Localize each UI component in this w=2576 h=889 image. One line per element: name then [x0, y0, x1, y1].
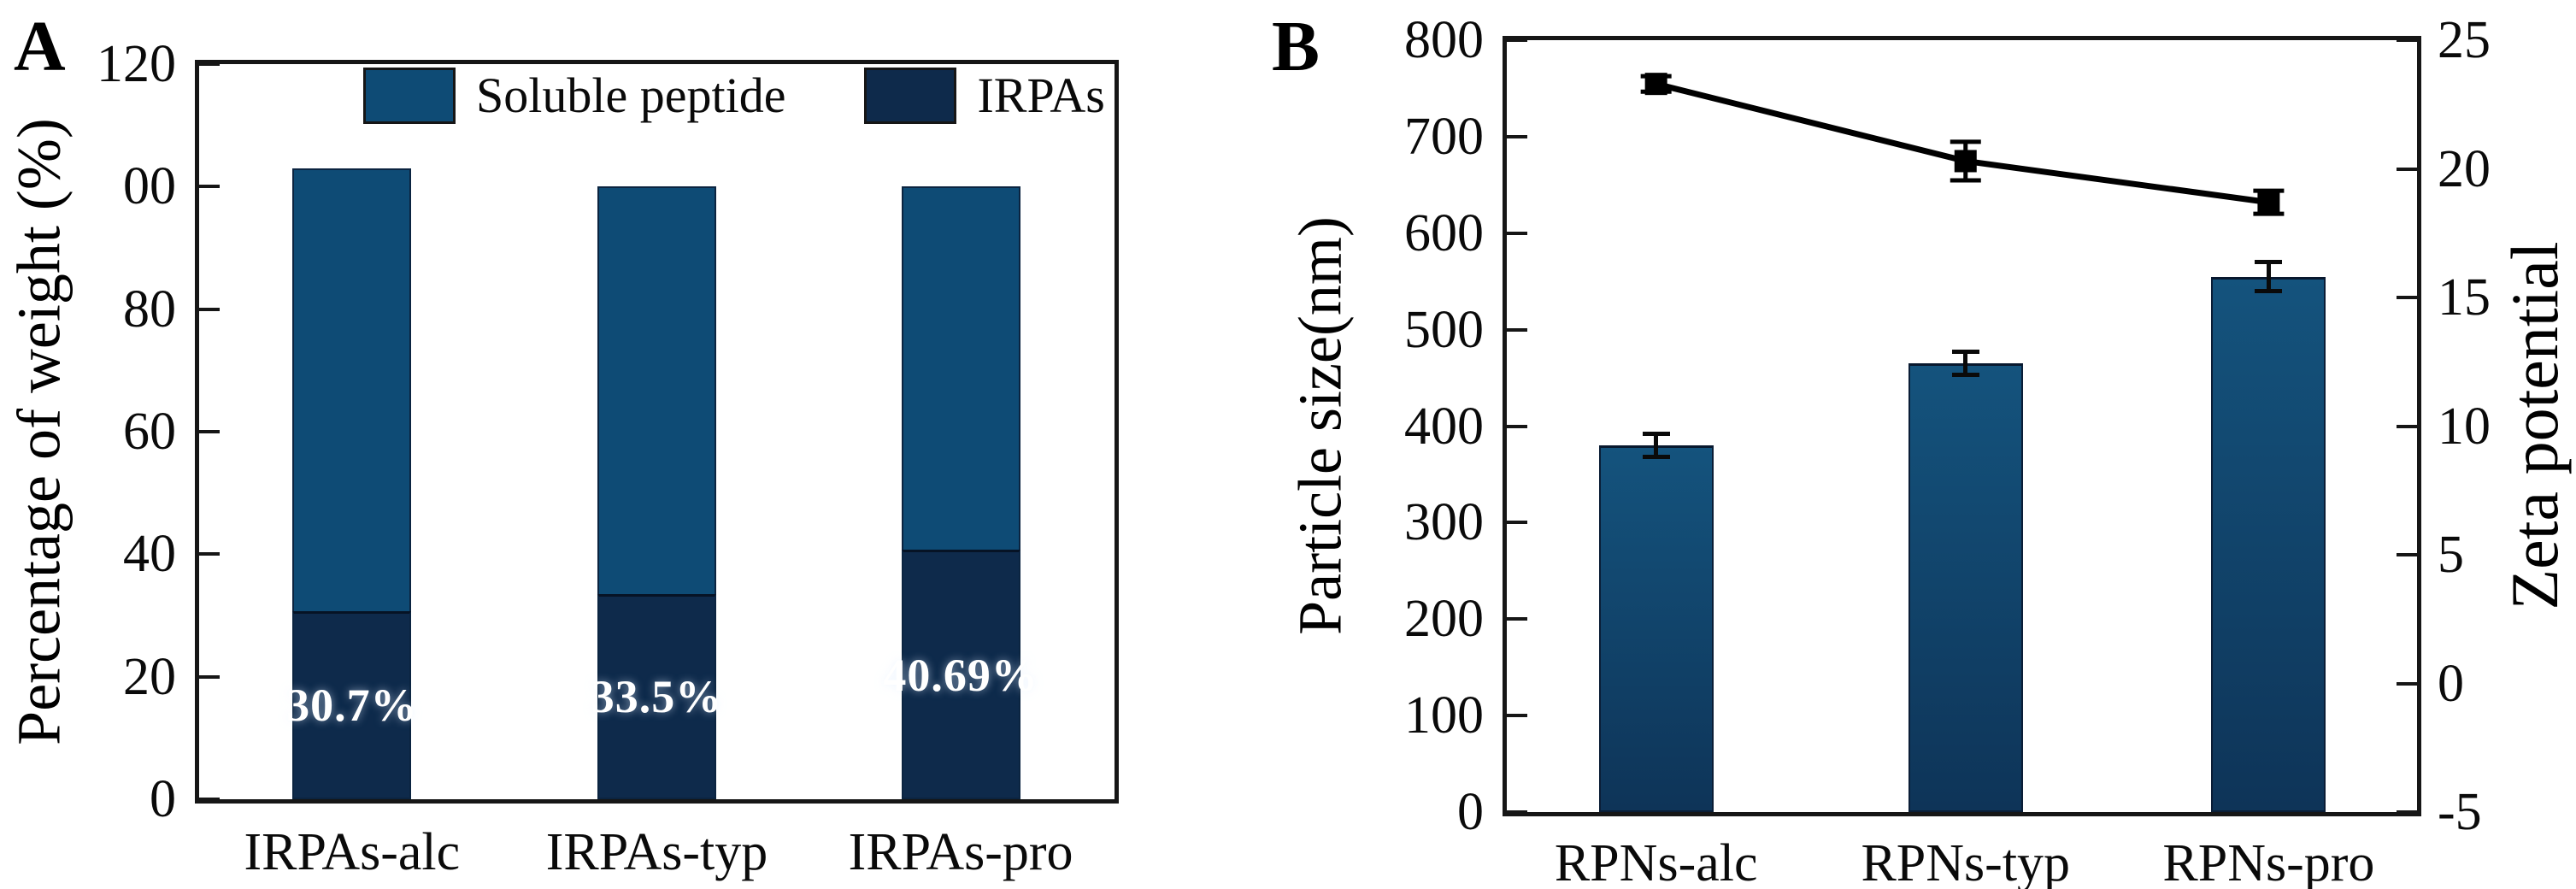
bar-error-bar [1963, 351, 1968, 375]
b-y2tick-mark [2397, 296, 2417, 299]
soluble-peptide-segment [597, 186, 716, 594]
bar-error-cap [1642, 455, 1670, 460]
b-ytick-mark [1507, 231, 1527, 235]
legend-item-soluble-peptide: Soluble peptide [363, 67, 785, 124]
a-category-label: IRPAs-typ [545, 823, 768, 881]
b-y2tick-label: 25 [2438, 11, 2491, 69]
zeta-potential-line [1640, 73, 2285, 216]
b-ytick-label: 400 [1404, 397, 1484, 456]
bar-error-cap [1642, 432, 1670, 437]
b-y2tick-mark [2397, 681, 2417, 686]
b-y2tick-mark [2397, 167, 2417, 171]
a-ytick-mark [199, 185, 220, 189]
b-y2tick-mark [2397, 38, 2417, 42]
b-ytick-label: 0 [1457, 783, 1484, 841]
bar-error-cap [2255, 288, 2283, 293]
a-category-label: IRPAs-alc [244, 823, 461, 881]
panel-b-letter: B [1272, 7, 1320, 86]
b-ytick-label: 200 [1404, 590, 1484, 649]
b-y2tick-label: -5 [2438, 783, 2482, 841]
b-y2tick-mark [2397, 810, 2417, 814]
particle-size-bar [1908, 363, 2023, 812]
irpas-swatch-icon [864, 67, 957, 124]
panel-b-plot-frame [1503, 36, 2421, 816]
b-category-label: RPNs-alc [1554, 834, 1758, 889]
soluble-peptide-swatch-icon [363, 67, 456, 124]
a-ytick-mark [199, 674, 220, 679]
a-ytick-label: 00 [123, 157, 176, 216]
irpas-segment: 30.7% [286, 610, 417, 799]
a-category-label: IRPAs-pro [848, 823, 1073, 881]
b-ytick-mark [1507, 134, 1527, 138]
b-ytick-label: 700 [1404, 107, 1484, 166]
b-category-label: RPNs-pro [2162, 834, 2375, 889]
a-ytick-label: 40 [123, 525, 176, 584]
b-category-label: RPNs-typ [1861, 834, 2071, 889]
zeta-square-marker [1954, 150, 1977, 173]
a-ytick-mark [199, 430, 220, 433]
b-ytick-mark [1507, 424, 1527, 428]
b-ytick-mark [1507, 617, 1527, 621]
a-ytick-label: 80 [123, 280, 176, 339]
stacked-bar: 40.69% [883, 186, 1038, 799]
b-y2tick-mark [2397, 424, 2417, 428]
b-ytick-mark [1507, 810, 1527, 814]
zeta-square-marker [1644, 73, 1667, 96]
b-y2tick-label: 20 [2438, 139, 2491, 198]
a-ytick-label: 60 [123, 403, 176, 461]
bar-percentage-label: 40.69% [883, 649, 1038, 701]
bar-error-bar [1654, 433, 1659, 457]
b-y2tick-mark [2397, 553, 2417, 556]
b-ytick-label: 100 [1404, 686, 1484, 745]
zeta-square-marker [2257, 191, 2280, 214]
legend-label: Soluble peptide [476, 68, 786, 123]
particle-size-bar [2211, 276, 2326, 812]
panel-a-plot-frame [195, 60, 1119, 804]
b-y2tick-label: 15 [2438, 268, 2491, 327]
a-ytick-label: 120 [97, 35, 176, 93]
a-ytick-label: 20 [123, 647, 176, 706]
legend-item-irpas: IRPAs [864, 67, 1105, 124]
soluble-peptide-segment [901, 186, 1020, 550]
b-ytick-label: 600 [1404, 203, 1484, 262]
b-ytick-label: 800 [1404, 11, 1484, 69]
bar-error-bar [2266, 262, 2271, 291]
b-ytick-label: 300 [1404, 493, 1484, 552]
b-y2tick-label: 10 [2438, 397, 2491, 456]
b-y2tick-label: 0 [2438, 654, 2464, 713]
b-ytick-mark [1507, 38, 1527, 42]
a-ytick-mark [199, 552, 220, 556]
panel-a-legend: Soluble peptide IRPAs [363, 67, 1105, 124]
b-ytick-mark [1507, 714, 1527, 718]
b-y2tick-label: 5 [2438, 526, 2464, 584]
a-ytick-label: 0 [150, 770, 176, 828]
b-ytick-mark [1507, 521, 1527, 525]
bar-percentage-label: 30.7% [286, 680, 418, 732]
a-ytick-mark [199, 798, 220, 801]
b-ytick-mark [1507, 327, 1527, 332]
a-ytick-mark [199, 62, 220, 66]
particle-size-bar [1598, 445, 1714, 812]
irpas-segment: 33.5% [591, 593, 721, 799]
bar-error-cap [2255, 260, 2283, 265]
bar-error-cap [1951, 373, 1979, 378]
irpas-segment: 40.69% [883, 550, 1038, 799]
panel-a-plot-area: 30.7% 33.5% 40.69% [199, 64, 1115, 799]
panel-b-plot-area [1507, 40, 2417, 812]
legend-label: IRPAs [977, 68, 1105, 123]
stacked-bar: 33.5% [591, 186, 721, 799]
stacked-bar: 30.7% [286, 168, 417, 799]
b-ytick-label: 500 [1404, 300, 1484, 359]
soluble-peptide-segment [292, 168, 412, 611]
a-ytick-mark [199, 307, 220, 311]
panel-a-letter: A [14, 7, 66, 86]
bar-error-cap [1951, 350, 1979, 355]
bar-percentage-label: 33.5% [591, 671, 723, 723]
